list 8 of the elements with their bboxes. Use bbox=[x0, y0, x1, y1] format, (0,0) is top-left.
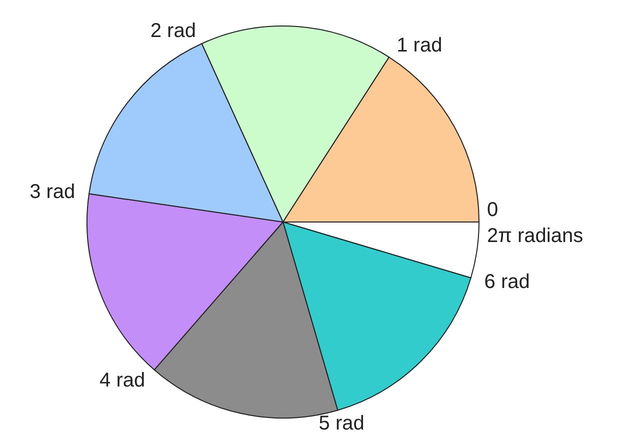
text: 0 bbox=[487, 199, 498, 221]
text: 2 rad bbox=[150, 20, 196, 42]
text: 4 rad bbox=[100, 369, 146, 392]
text: 1 rad bbox=[396, 34, 442, 56]
text: 6 rad bbox=[484, 270, 530, 293]
text: 3 rad bbox=[30, 180, 76, 203]
text: 2π radians bbox=[487, 225, 584, 247]
text: 5 rad bbox=[318, 412, 364, 435]
